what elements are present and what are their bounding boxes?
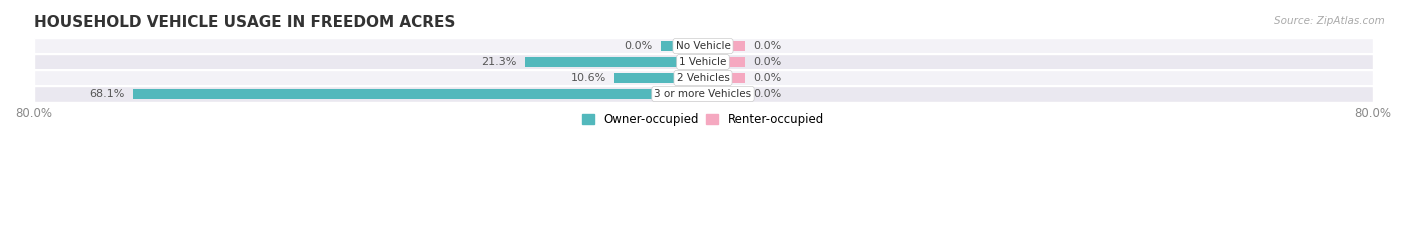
Text: 0.0%: 0.0% (754, 89, 782, 99)
Text: 21.3%: 21.3% (481, 57, 516, 67)
Bar (134, 89, 703, 99)
Text: 0.0%: 0.0% (624, 41, 652, 51)
Bar (34, 70, 1372, 86)
Bar (34, 86, 1372, 102)
Text: 0.0%: 0.0% (754, 41, 782, 51)
Bar (614, 73, 703, 83)
Text: 0.0%: 0.0% (754, 57, 782, 67)
Bar (524, 57, 703, 67)
Bar (34, 38, 1372, 54)
Text: 3 or more Vehicles: 3 or more Vehicles (654, 89, 752, 99)
Text: Source: ZipAtlas.com: Source: ZipAtlas.com (1274, 16, 1385, 26)
Bar (703, 89, 745, 99)
Text: 2 Vehicles: 2 Vehicles (676, 73, 730, 83)
Bar (703, 73, 745, 83)
Bar (703, 41, 745, 51)
Text: 68.1%: 68.1% (90, 89, 125, 99)
Bar (703, 57, 745, 67)
Bar (661, 41, 703, 51)
Text: 1 Vehicle: 1 Vehicle (679, 57, 727, 67)
Text: No Vehicle: No Vehicle (675, 41, 731, 51)
Text: HOUSEHOLD VEHICLE USAGE IN FREEDOM ACRES: HOUSEHOLD VEHICLE USAGE IN FREEDOM ACRES (34, 15, 456, 30)
Text: 0.0%: 0.0% (754, 73, 782, 83)
Text: 10.6%: 10.6% (571, 73, 606, 83)
Legend: Owner-occupied, Renter-occupied: Owner-occupied, Renter-occupied (578, 109, 828, 131)
Bar (34, 54, 1372, 70)
